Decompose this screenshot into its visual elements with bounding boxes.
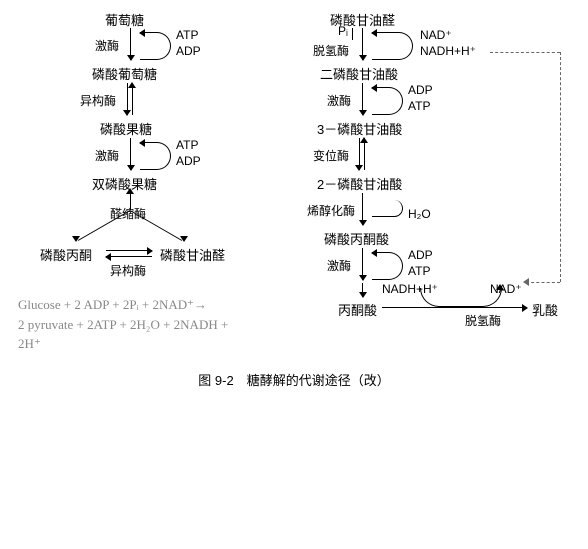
enzyme-kinase-3: 激酶	[327, 92, 351, 109]
arrow	[106, 256, 152, 257]
curve	[372, 87, 403, 115]
cofactor-adp: ADP	[176, 154, 201, 168]
net-equation: Glucose + 2 ADP + 2Pᵢ + 2NAD⁺→ 2 pyruvat…	[18, 295, 258, 354]
arrow	[130, 138, 131, 170]
cofactor-nadh2: NADH+H⁺	[382, 282, 438, 296]
curve	[372, 32, 413, 60]
eq-line1: Glucose + 2 ADP + 2Pᵢ + 2NAD⁺→	[18, 295, 258, 315]
arrow	[382, 307, 527, 308]
curve	[372, 252, 403, 280]
eq-line3: 2H⁺	[18, 334, 258, 354]
node-pep: 磷酸丙酮酸	[324, 229, 389, 248]
eq-line2: 2 pyruvate + 2ATP + 2H₂O + 2NADH +	[18, 315, 258, 335]
cofactor-adp: ADP	[408, 248, 433, 262]
node-3pg: 3－磷酸甘油酸	[317, 119, 402, 138]
cofactor-atp: ATP	[408, 99, 430, 113]
cofactor-nad2: NAD⁺	[490, 282, 522, 296]
curve	[140, 32, 171, 60]
enzyme-aldolase: 醛缩酶	[110, 205, 146, 222]
cofactor-adp: ADP	[176, 44, 201, 58]
arrowhead	[496, 284, 504, 290]
node-lactate: 乳酸	[532, 300, 558, 319]
node-g6p: 磷酸葡萄糖	[92, 64, 157, 83]
node-g3p-left: 磷酸甘油醛	[160, 245, 225, 264]
cofactor-atp: ATP	[408, 264, 430, 278]
arrow	[362, 248, 363, 280]
cofactor-h2o: H₂O	[408, 207, 431, 221]
enzyme-isomerase-2: 异构酶	[110, 262, 146, 279]
arrow	[362, 283, 363, 297]
arrow	[130, 28, 131, 60]
node-13bpg: 二磷酸甘油酸	[320, 64, 398, 83]
enzyme-kinase-4: 激酶	[327, 257, 351, 274]
node-dhap: 磷酸丙酮	[40, 245, 92, 264]
enzyme-kinase-1: 激酶	[95, 37, 119, 54]
dashed-h	[490, 52, 560, 53]
arrow	[106, 250, 152, 251]
arrow	[362, 83, 363, 115]
cofactor-pi: Pᵢ	[338, 24, 348, 38]
node-pyruvate: 丙酮酸	[338, 300, 377, 319]
node-2pg: 2－磷酸甘油酸	[317, 174, 402, 193]
cofactor-nad: NAD⁺	[420, 28, 452, 42]
cofactor-adp: ADP	[408, 83, 433, 97]
enzyme-dehydrogenase-2: 脱氢酶	[465, 312, 501, 329]
figure-caption: 图 9-2 糖酵解的代谢途径（改）	[10, 370, 578, 389]
node-f16bp: 双磷酸果糖	[92, 174, 157, 193]
node-glucose: 葡萄糖	[105, 10, 144, 29]
enzyme-kinase-2: 激酶	[95, 147, 119, 164]
curve	[140, 142, 171, 170]
arrow-rev	[359, 138, 365, 170]
arrow-rev	[127, 83, 133, 115]
arrow	[362, 193, 363, 225]
cofactor-atp: ATP	[176, 28, 198, 42]
glycolysis-diagram: 葡萄糖 激酶 ATP ADP 磷酸葡萄糖 异构酶 磷酸果糖 激酶 ATP ADP…	[10, 10, 578, 539]
node-f6p: 磷酸果糖	[100, 119, 152, 138]
enzyme-dehydrogenase-1: 脱氢酶	[313, 42, 349, 59]
cofactor-nadh: NADH+H⁺	[420, 44, 476, 58]
pi-line	[352, 28, 353, 40]
dashed-h2	[526, 282, 560, 283]
arrow	[362, 28, 363, 60]
enzyme-enolase: 烯醇化酶	[307, 202, 355, 219]
curve	[372, 200, 403, 217]
enzyme-isomerase-1: 异构酶	[80, 92, 116, 109]
dashed-v	[560, 52, 561, 282]
cofactor-atp: ATP	[176, 138, 198, 152]
dashed-arrowhead	[523, 278, 529, 286]
enzyme-mutase: 变位酶	[313, 147, 349, 164]
